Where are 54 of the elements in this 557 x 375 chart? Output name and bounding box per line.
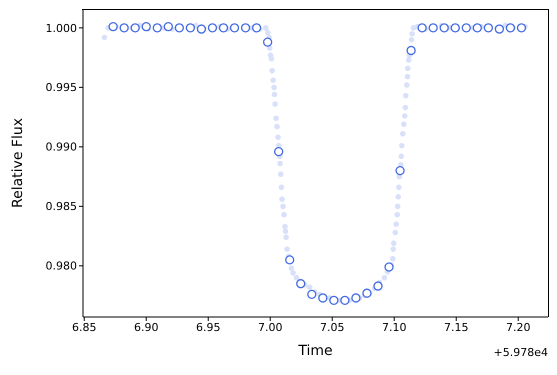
- point: [428, 23, 438, 32]
- x-tick-label: 7.05: [320, 320, 344, 334]
- point: [318, 293, 328, 303]
- x-tick-label: 7.15: [444, 320, 468, 334]
- point: [285, 255, 294, 265]
- point: [130, 23, 140, 32]
- x-tick-label: 7.10: [382, 320, 406, 334]
- x-tick-label: 6.90: [134, 320, 158, 334]
- point: [262, 37, 272, 47]
- x-tick-label: 6.95: [196, 320, 220, 334]
- point: [274, 146, 284, 156]
- point: [307, 290, 316, 300]
- point: [484, 23, 494, 32]
- point: [450, 23, 460, 32]
- point: [196, 24, 206, 34]
- point: [252, 23, 262, 32]
- point: [142, 22, 151, 32]
- x-tick-label: 6.85: [72, 320, 96, 334]
- point: [152, 23, 162, 32]
- point: [362, 288, 372, 298]
- point: [462, 23, 471, 32]
- point: [208, 23, 218, 32]
- point: [240, 23, 250, 32]
- point: [406, 46, 416, 56]
- point: [108, 22, 118, 32]
- y-tick-label: 0.990: [46, 140, 77, 154]
- y-tick-label: 0.995: [46, 81, 77, 94]
- point: [186, 23, 196, 32]
- y-tick-label: 1.000: [46, 22, 77, 35]
- point: [373, 281, 383, 291]
- text: +5.978e4: [494, 346, 548, 359]
- point: [417, 23, 427, 32]
- point: [472, 23, 482, 32]
- point: [174, 23, 184, 32]
- point: [506, 23, 516, 32]
- y-tick-label: 0.985: [46, 200, 77, 214]
- x-axis-title: Time: [298, 343, 333, 359]
- x-tick-label: 7.20: [506, 320, 530, 334]
- point: [329, 296, 338, 305]
- x-tick-label: 7.00: [258, 320, 282, 334]
- point: [230, 23, 240, 32]
- y-axis-title: Relative Flux: [10, 118, 26, 208]
- point: [516, 23, 526, 32]
- point: [164, 22, 173, 32]
- point: [340, 296, 350, 305]
- point: [440, 23, 449, 32]
- point: [218, 23, 228, 32]
- point: [120, 23, 129, 32]
- y-tick-label: 0.980: [46, 260, 77, 273]
- point: [384, 262, 394, 272]
- point: [351, 293, 361, 303]
- point: [296, 279, 306, 288]
- point: [494, 24, 504, 34]
- point: [395, 166, 405, 176]
